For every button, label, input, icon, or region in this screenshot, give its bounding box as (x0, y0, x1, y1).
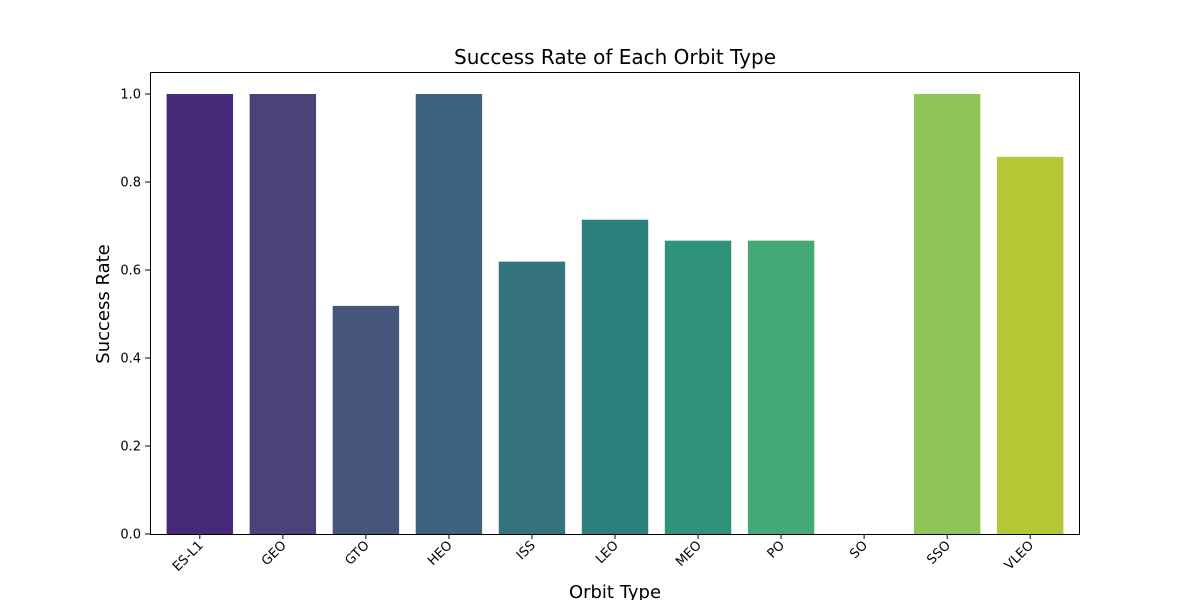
y-tick-label: 0.2 (120, 440, 141, 455)
x-tick-label: SSO (924, 538, 954, 568)
bar-vleo (996, 156, 1064, 534)
x-tick-label: GEO (259, 538, 290, 569)
bars-group (166, 94, 1064, 534)
bar-heo (415, 94, 483, 534)
bar-es-l1 (166, 94, 234, 534)
x-tick-label: ISS (514, 538, 539, 563)
bar-geo (249, 94, 317, 534)
y-tick-label: 0.8 (120, 176, 141, 191)
y-tick-label: 0.4 (120, 352, 141, 367)
y-tick-label: 0.0 (120, 528, 141, 543)
y-axis-ticks: 0.0 0.2 0.4 0.6 0.8 1.0 (120, 88, 150, 543)
bar-leo (581, 219, 649, 534)
bar-sso (913, 94, 981, 534)
chart-title: Success Rate of Each Orbit Type (454, 45, 776, 69)
y-tick-label: 0.6 (120, 264, 141, 279)
x-tick-label: MEO (673, 538, 705, 570)
y-axis-label: Success Rate (93, 244, 114, 363)
x-tick-label: VLEO (1002, 538, 1037, 573)
bar-meo (664, 240, 732, 534)
x-axis-ticks: ES-L1 GEO GTO HEO ISS LEO MEO PO SO SSO VLEO (170, 534, 1037, 575)
x-tick-label: ES-L1 (170, 538, 207, 575)
bar-iss (498, 261, 566, 534)
x-tick-label: HEO (425, 538, 456, 569)
x-tick-label: GTO (342, 538, 372, 568)
x-tick-label: PO (765, 538, 788, 561)
x-axis-label: Orbit Type (569, 582, 661, 600)
x-tick-label: SO (847, 538, 871, 562)
x-tick-label: LEO (593, 538, 622, 567)
bar-gto (332, 305, 400, 534)
plot-frame (150, 72, 1080, 535)
bar-po (747, 240, 815, 534)
y-tick-label: 1.0 (120, 88, 141, 103)
